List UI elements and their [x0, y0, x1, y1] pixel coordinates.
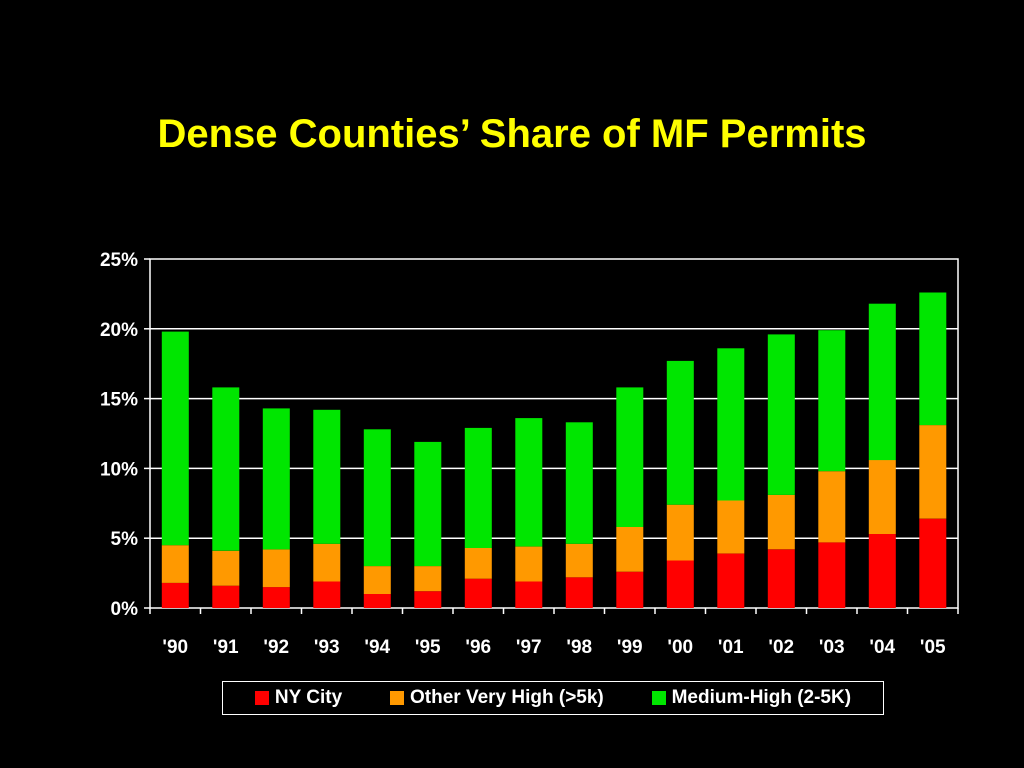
- legend-swatch: [651, 691, 666, 705]
- bar-segment: [919, 425, 947, 519]
- bar-segment: [161, 582, 189, 608]
- bar-segment: [767, 334, 795, 495]
- x-tick-label: '00: [667, 637, 693, 658]
- x-tick-label: '93: [314, 637, 340, 658]
- bar-segment: [515, 546, 543, 582]
- bar-segment: [565, 577, 593, 608]
- x-tick-label: '98: [566, 637, 592, 658]
- bar-segment: [616, 571, 644, 608]
- bar-segment: [414, 441, 442, 567]
- bar-segment: [161, 545, 189, 583]
- bar-segment: [868, 303, 896, 461]
- legend-label: Medium-High (2-5K): [671, 687, 852, 708]
- y-tick-label: 0%: [111, 599, 139, 620]
- legend-entry: NY City: [254, 687, 343, 709]
- bar-segment: [565, 543, 593, 578]
- bar-segment: [919, 292, 947, 426]
- x-tick-label: '92: [263, 637, 289, 658]
- y-axis: 0% 5% 10% 15% 20% 25%: [100, 250, 150, 620]
- bar-segment: [212, 387, 240, 551]
- x-tick-label: '90: [162, 637, 188, 658]
- y-tick-label: 20%: [100, 320, 138, 341]
- bar-segment: [666, 360, 694, 505]
- bar-segment: [313, 581, 341, 608]
- bar-segment: [262, 549, 290, 588]
- bar-segment: [818, 542, 846, 608]
- legend-swatch: [390, 691, 404, 705]
- legend-label: NY City: [274, 687, 343, 708]
- bar-segment: [363, 429, 391, 567]
- y-tick-label: 10%: [100, 459, 138, 480]
- bar-segment: [666, 560, 694, 608]
- y-tick-label: 25%: [100, 250, 138, 271]
- bar-segment: [515, 418, 543, 547]
- bar-segment: [262, 587, 290, 608]
- bar-segment: [515, 581, 543, 608]
- bar-segment: [717, 348, 745, 501]
- bar-segment: [666, 504, 694, 561]
- bar-segment: [818, 471, 846, 543]
- chart-legend: NY City Other Very High (>5k) Medium-High …: [222, 681, 884, 715]
- legend-entry: Other Very High (>5k): [390, 687, 604, 709]
- bar-segment: [313, 409, 341, 544]
- bar-segment: [868, 534, 896, 608]
- bar-segment: [717, 500, 745, 554]
- x-tick-label: '04: [869, 637, 895, 658]
- bar-segment: [161, 331, 189, 546]
- bar-segment: [464, 548, 492, 579]
- bar-segment: [414, 591, 442, 608]
- x-tick-label: '01: [718, 637, 744, 658]
- x-tick-label: '95: [415, 637, 441, 658]
- bar-segment: [363, 594, 391, 608]
- bar-segment: [464, 578, 492, 608]
- x-tick-label: '03: [819, 637, 845, 658]
- legend-swatch: [254, 691, 269, 705]
- bar-segment: [717, 553, 745, 608]
- bar-segment: [363, 566, 391, 594]
- x-tick-label: '99: [617, 637, 643, 658]
- slide-title: Dense Counties’ Share of MF Permits: [157, 112, 867, 156]
- bar-segment: [414, 566, 442, 592]
- bar-segment: [262, 408, 290, 550]
- bar-segment: [212, 550, 240, 586]
- x-axis: '90 '91 '92 '93 '94 '95 '96 '97 '98 '99 '00 '01 '02 '…: [149, 608, 959, 658]
- bar-segment: [818, 330, 846, 472]
- y-tick-label: 5%: [111, 529, 139, 550]
- x-tick-label: '97: [516, 637, 542, 658]
- bar-segment: [212, 585, 240, 608]
- bar-segment: [616, 387, 644, 527]
- bar-segment: [464, 427, 492, 548]
- bar-segment: [313, 543, 341, 582]
- y-tick-label: 15%: [100, 390, 138, 411]
- bar-segment: [919, 518, 947, 608]
- x-tick-label: '02: [768, 637, 794, 658]
- x-tick-label: '96: [465, 637, 491, 658]
- bar-segment: [767, 494, 795, 550]
- legend-label: Other Very High (>5k): [410, 687, 604, 708]
- x-tick-label: '94: [364, 637, 390, 658]
- bar-segment: [767, 549, 795, 608]
- bar-segment: [565, 422, 593, 544]
- bar-segment: [868, 460, 896, 534]
- x-tick-label: '91: [213, 637, 239, 658]
- bar-segment: [616, 527, 644, 572]
- legend-entry: Medium-High (2-5K): [651, 687, 852, 709]
- x-tick-label: '05: [920, 637, 946, 658]
- bars: [161, 292, 947, 608]
